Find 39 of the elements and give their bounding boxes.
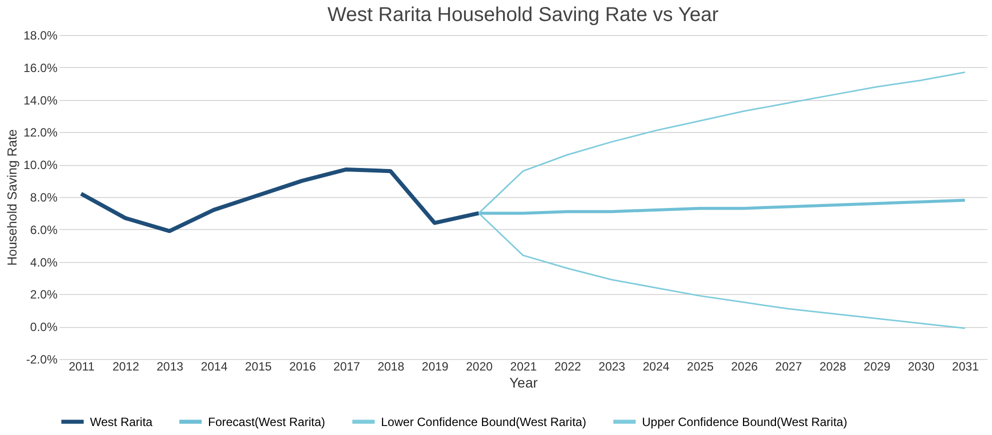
x-tick-label: 2018	[378, 360, 405, 374]
y-tick-label: 2.0%	[30, 288, 58, 302]
legend-label: West Rarita	[90, 414, 153, 429]
legend-label: Lower Confidence Bound(West Rarita)	[381, 414, 586, 429]
y-tick-label: 4.0%	[30, 255, 58, 270]
y-tick-label: 16.0%	[23, 60, 58, 75]
y-tick-label: 14.0%	[23, 93, 58, 108]
chart-title: West Rarita Household Saving Rate vs Year	[328, 4, 719, 26]
y-tick-label: -2.0%	[26, 352, 58, 366]
x-tick-label: 2022	[554, 360, 582, 374]
x-tick-label: 2014	[200, 360, 228, 374]
x-tick-label: 2017	[333, 360, 360, 374]
y-tick-label: 0.0%	[30, 320, 58, 334]
legend-label: Forecast(West Rarita)	[208, 414, 326, 429]
x-tick-label: 2016	[289, 360, 316, 374]
x-tick-label: 2019	[422, 360, 449, 374]
y-tick-label: 6.0%	[30, 222, 58, 237]
x-tick-label: 2029	[864, 360, 891, 374]
x-tick-label: 2025	[686, 360, 714, 374]
x-tick-label: 2013	[156, 360, 184, 374]
y-axis-title: Household Saving Rate	[4, 129, 20, 266]
x-tick-label: 2012	[112, 360, 140, 374]
x-tick-label: 2011	[68, 360, 95, 374]
x-tick-label: 2020	[466, 360, 493, 374]
y-tick-label: 18.0%	[23, 28, 58, 42]
x-tick-label: 2027	[775, 360, 802, 374]
x-tick-label: 2023	[598, 360, 626, 374]
x-tick-label: 2015	[245, 360, 272, 374]
y-tick-label: 10.0%	[23, 158, 58, 172]
x-tick-label: 2028	[819, 360, 847, 374]
x-tick-label: 2030	[908, 360, 935, 374]
y-tick-label: 12.0%	[23, 126, 58, 140]
x-tick-label: 2026	[731, 360, 758, 374]
x-tick-label: 2024	[642, 360, 670, 374]
x-tick-label: 2021	[510, 360, 538, 374]
legend-label: Upper Confidence Bound(West Rarita)	[642, 414, 848, 429]
x-tick-label: 2031	[952, 360, 980, 374]
y-tick-label: 8.0%	[30, 190, 58, 204]
x-axis-title: Year	[509, 374, 538, 390]
